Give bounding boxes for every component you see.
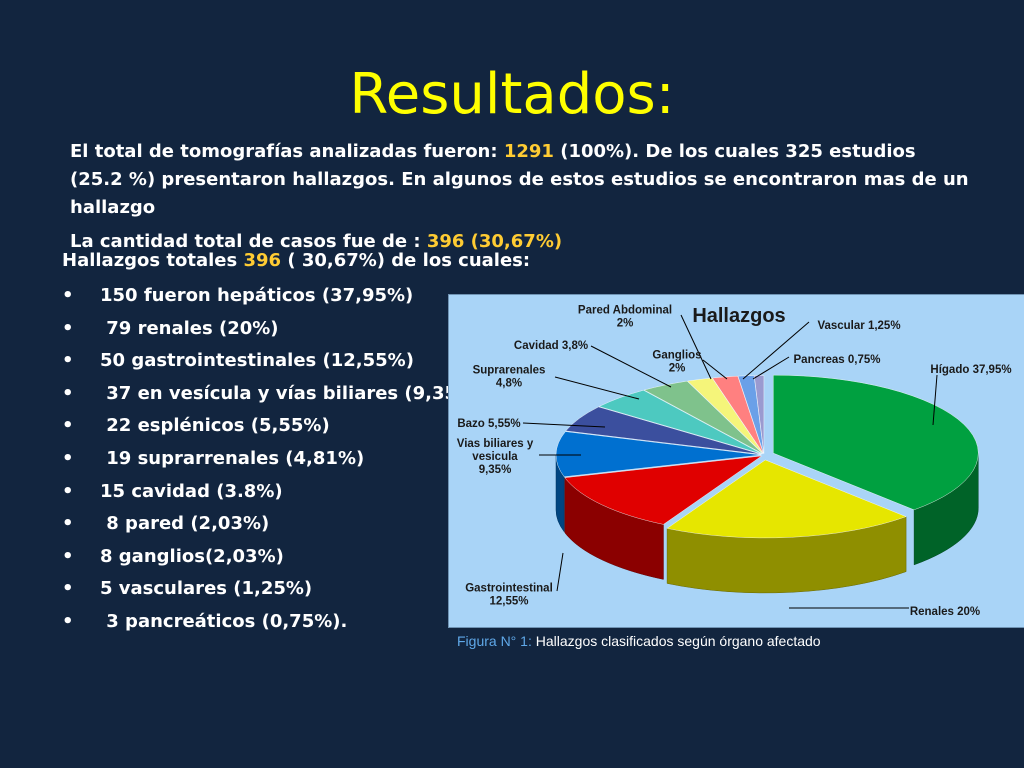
pie-slice: [666, 459, 907, 539]
bullet-icon: •: [62, 382, 74, 404]
finding-text: 8 ganglios(2,03%): [100, 545, 284, 567]
intro-text-part: El total de tomografías analizadas fuero…: [70, 141, 504, 162]
pie-tops: [555, 374, 979, 539]
total-cases-value: 396 (30,67%): [426, 231, 563, 252]
slice-label: 4,8%: [496, 378, 522, 390]
slice-label: 2%: [617, 318, 634, 330]
finding-text: 8 pared (2,03%): [100, 513, 270, 535]
intro-text-part: (100%). De los cuales 325 estudios (25.2…: [70, 141, 969, 218]
bullet-icon: •: [62, 317, 74, 339]
finding-text: 50 gastrointestinales (12,55%): [100, 350, 414, 372]
finding-item: • 5 vasculares (1,25%): [62, 573, 483, 606]
slide-title: Resultados:: [349, 62, 675, 127]
slice-label: Vias biliares y: [457, 438, 534, 450]
total-scans-value: 1291: [503, 141, 554, 162]
finding-item: • 15 cavidad (3.8%): [62, 476, 483, 509]
bullet-icon: •: [62, 480, 74, 502]
bullet-icon: •: [62, 415, 74, 437]
figure-caption: Figura N° 1: Hallazgos clasificados segú…: [457, 632, 837, 651]
pie-slice: [598, 390, 763, 455]
slice-label: 9,35%: [479, 464, 512, 476]
pie-slice: [773, 374, 979, 511]
finding-item: • 22 esplénicos (5,55%): [62, 410, 483, 443]
intro-paragraph-2: La cantidad total de casos fue de : 396 …: [70, 228, 970, 256]
bullet-icon: •: [62, 610, 74, 632]
finding-item: • 37 en vesícula y vías biliares (9,35%): [62, 378, 483, 411]
finding-item: • 8 pared (2,03%): [62, 508, 483, 541]
finding-item: • 79 renales (20%): [62, 313, 483, 346]
chart-title: Hallazgos: [692, 305, 785, 327]
bullet-icon: •: [62, 545, 74, 567]
slice-label: Bazo 5,55%: [457, 418, 520, 430]
figure-caption-text: Hallazgos clasificados según órgano afec…: [531, 633, 821, 649]
slice-label: Ganglios: [652, 350, 701, 362]
leader-line: [932, 374, 938, 426]
slice-label: 12,55%: [489, 596, 528, 608]
intro-text-part: La cantidad total de casos fue de :: [70, 231, 427, 252]
finding-text: 3 pancreáticos (0,75%).: [100, 610, 348, 632]
leader-line: [590, 345, 672, 388]
pie-slice: [555, 431, 762, 477]
bullet-icon: •: [62, 513, 74, 535]
finding-item: • 8 ganglios(2,03%): [62, 541, 483, 574]
leader-line: [702, 359, 728, 380]
leader-line: [742, 321, 810, 380]
finding-text: 5 vasculares (1,25%): [100, 578, 313, 600]
findings-list: • 150 fueron hepáticos (37,95%) • 79 renal…: [62, 280, 483, 639]
slice-label: Renales 20%: [910, 606, 980, 618]
slice-label: Pared Abdominal: [578, 305, 672, 317]
bullet-icon: •: [62, 285, 74, 306]
slice-label: Cavidad 3,8%: [514, 340, 588, 352]
slice-label: Hígado 37,95%: [930, 364, 1011, 376]
leader-line: [752, 356, 790, 380]
slice-label: vesicula: [472, 451, 518, 463]
bullet-icon: •: [62, 350, 74, 372]
bullet-icon: •: [62, 447, 74, 469]
leader-line: [680, 314, 712, 380]
pie-slice: [643, 380, 763, 454]
finding-text: 150 fueron hepáticos (37,95%): [100, 285, 414, 306]
intro-text: El total de tomografías analizadas fuero…: [70, 138, 970, 256]
figure-caption-label: Figura N° 1:: [457, 633, 532, 649]
finding-text: 19 suprarrenales (4,81%): [100, 447, 365, 469]
finding-text: 37 en vesícula y vías biliares (9,35%): [100, 382, 484, 404]
findings-header: Hallazgos totales 396 ( 30,67%) de los c…: [62, 250, 530, 271]
pie-sides: [555, 453, 979, 594]
slice-label: Suprarenales: [473, 365, 546, 377]
pie-chart-panel: Hallazgos Hígado 37,95% Renales 20% Gastroi…: [448, 294, 1024, 628]
finding-text: 22 esplénicos (5,55%): [100, 415, 330, 437]
slice-label: Gastrointestinal: [465, 583, 553, 595]
findings-header-part: Hallazgos totales: [62, 250, 244, 271]
finding-item: • 50 gastrointestinales (12,55%): [62, 345, 483, 378]
findings-header-part: ( 30,67%) de los cuales:: [281, 250, 531, 271]
slice-label: Vascular 1,25%: [817, 320, 900, 332]
pie-chart: Hallazgos Hígado 37,95% Renales 20% Gastroi…: [457, 305, 1012, 619]
finding-text: 15 cavidad (3.8%): [100, 480, 283, 502]
intro-paragraph-1: El total de tomografías analizadas fuero…: [70, 138, 970, 222]
bullet-icon: •: [62, 578, 74, 600]
finding-text: 79 renales (20%): [100, 317, 279, 339]
findings-total-value: 396: [243, 250, 282, 271]
finding-item: • 3 pancreáticos (0,75%).: [62, 606, 483, 639]
pie-slice: [564, 455, 762, 525]
slice-label: 2%: [669, 363, 686, 375]
pie-labels: Hígado 37,95% Renales 20% Gastrointestinal…: [457, 305, 1012, 619]
leader-line: [556, 552, 564, 592]
leader-line: [554, 376, 640, 400]
pie-slice: [565, 406, 762, 455]
finding-item: • 19 suprarrenales (4,81%): [62, 443, 483, 476]
pie-slice: [687, 377, 764, 454]
finding-item: • 150 fueron hepáticos (37,95%): [62, 280, 483, 313]
slice-label: Pancreas 0,75%: [794, 354, 881, 366]
leader-line: [522, 422, 606, 428]
